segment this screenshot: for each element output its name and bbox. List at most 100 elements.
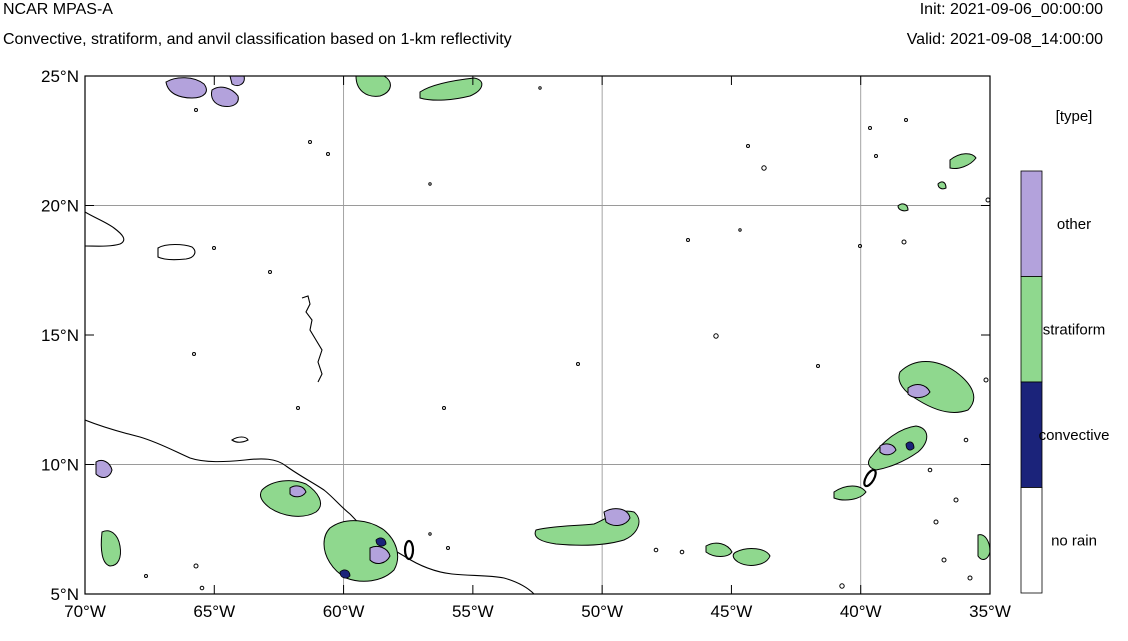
lon-tick-label: 50°W — [581, 602, 623, 621]
echo-dot — [927, 467, 933, 473]
legend-label: stratiform — [1043, 321, 1106, 338]
map-plot-background — [85, 76, 990, 594]
precip-cell — [897, 203, 909, 212]
precip-cell — [339, 569, 351, 579]
echo-dot — [428, 182, 432, 186]
lon-tick-label: 45°W — [711, 602, 753, 621]
axis-ticks: 70°W 65°W 60°W 55°W 50°W 45°W 40°W 35°W 25°N 20°N… — [41, 67, 1011, 621]
echo-dot — [679, 549, 685, 555]
precip-other — [95, 76, 931, 564]
precip-cell — [868, 425, 928, 471]
south-america-coastline — [85, 419, 535, 594]
map-title: NCAR MPAS-A — [3, 1, 113, 18]
echo-dot — [212, 246, 216, 250]
gridlines — [85, 76, 990, 594]
echo-dot — [193, 563, 199, 569]
precip-cell — [211, 86, 239, 107]
precip-cell — [259, 480, 321, 517]
lon-tick-label: 35°W — [969, 602, 1011, 621]
precip-convective — [339, 441, 915, 579]
echo-dot — [941, 557, 947, 563]
lon-tick-label: 70°W — [64, 602, 106, 621]
ellipse-outline-2 — [863, 468, 877, 488]
echo-dot — [199, 585, 205, 591]
echo-dot — [839, 583, 845, 589]
precip-cell — [603, 508, 631, 526]
echo-dot — [428, 532, 432, 536]
precip-cell — [289, 485, 307, 498]
echo-dot — [442, 406, 446, 410]
lon-tick-label: 40°W — [840, 602, 882, 621]
echo-dot — [816, 364, 820, 368]
echo-dot — [738, 228, 742, 232]
legend-label: convective — [1039, 427, 1110, 444]
lat-tick-label: 5°N — [50, 585, 79, 604]
precip-cell — [833, 485, 867, 501]
legend-title: [type] — [1056, 108, 1093, 125]
precip-cell — [165, 77, 207, 99]
echo-dot — [746, 144, 750, 148]
precip-cell — [100, 530, 121, 567]
echo-dot — [144, 574, 148, 578]
island-chain-outline — [301, 295, 323, 383]
precip-cell — [419, 77, 483, 101]
echo-dot — [904, 118, 908, 122]
lat-tick-label: 25°N — [41, 67, 79, 86]
west-land-outline — [85, 211, 125, 247]
echo-dot — [686, 238, 690, 242]
echo-dot — [953, 497, 959, 503]
trinidad-outline — [231, 436, 249, 443]
precip-cell — [369, 545, 391, 564]
precip-cell — [879, 443, 897, 456]
legend-swatch — [1020, 487, 1043, 594]
echo-dot — [985, 197, 990, 203]
echo-dot — [446, 546, 450, 550]
echo-dot — [963, 437, 969, 443]
echo-dot — [308, 140, 312, 144]
echo-dot — [933, 519, 939, 525]
echo-dot — [983, 377, 989, 383]
scattered-echoes — [144, 86, 990, 591]
precip-cell — [323, 520, 399, 582]
echo-dot — [761, 165, 767, 171]
init-time: Init: 2021-09-06_00:00:00 — [919, 1, 1103, 18]
legend-swatch — [1020, 170, 1043, 277]
lat-tick-label: 20°N — [41, 197, 79, 216]
echo-dot — [713, 333, 719, 339]
island-outline — [157, 243, 196, 261]
echo-dot — [653, 547, 659, 553]
precip-cell — [705, 542, 733, 557]
legend: [type] other stratiform convective no rain — [1020, 108, 1110, 594]
precip-cell — [375, 537, 387, 547]
valid-time: Valid: 2021-09-08_14:00:00 — [906, 31, 1103, 48]
echo-dot — [967, 575, 973, 581]
echo-dot — [874, 154, 878, 158]
echo-dot — [538, 86, 542, 90]
legend-swatch — [1020, 276, 1043, 383]
echo-dot — [858, 244, 862, 248]
precip-cell — [229, 76, 245, 87]
lon-tick-label: 60°W — [323, 602, 365, 621]
ellipse-outline-1 — [403, 539, 415, 561]
precip-cell — [355, 76, 391, 97]
lat-tick-label: 15°N — [41, 326, 79, 345]
echo-dot — [268, 270, 272, 274]
echo-dot — [868, 126, 872, 130]
precip-cell — [95, 459, 113, 478]
echo-dot — [326, 152, 330, 156]
echo-dot — [192, 352, 196, 356]
map-subtitle: Convective, stratiform, and anvil classi… — [3, 31, 512, 48]
echo-dot — [576, 362, 580, 366]
precip-cell — [949, 153, 977, 169]
echo-dot — [296, 406, 300, 410]
coastlines — [85, 211, 877, 594]
echo-dot — [901, 239, 907, 245]
precip-cell — [905, 441, 915, 451]
precip-cell — [907, 384, 931, 399]
echo-dot — [194, 108, 198, 112]
lat-tick-label: 10°N — [41, 456, 79, 475]
precip-cell — [937, 181, 947, 190]
lon-tick-label: 55°W — [452, 602, 494, 621]
precip-cell — [732, 548, 771, 566]
